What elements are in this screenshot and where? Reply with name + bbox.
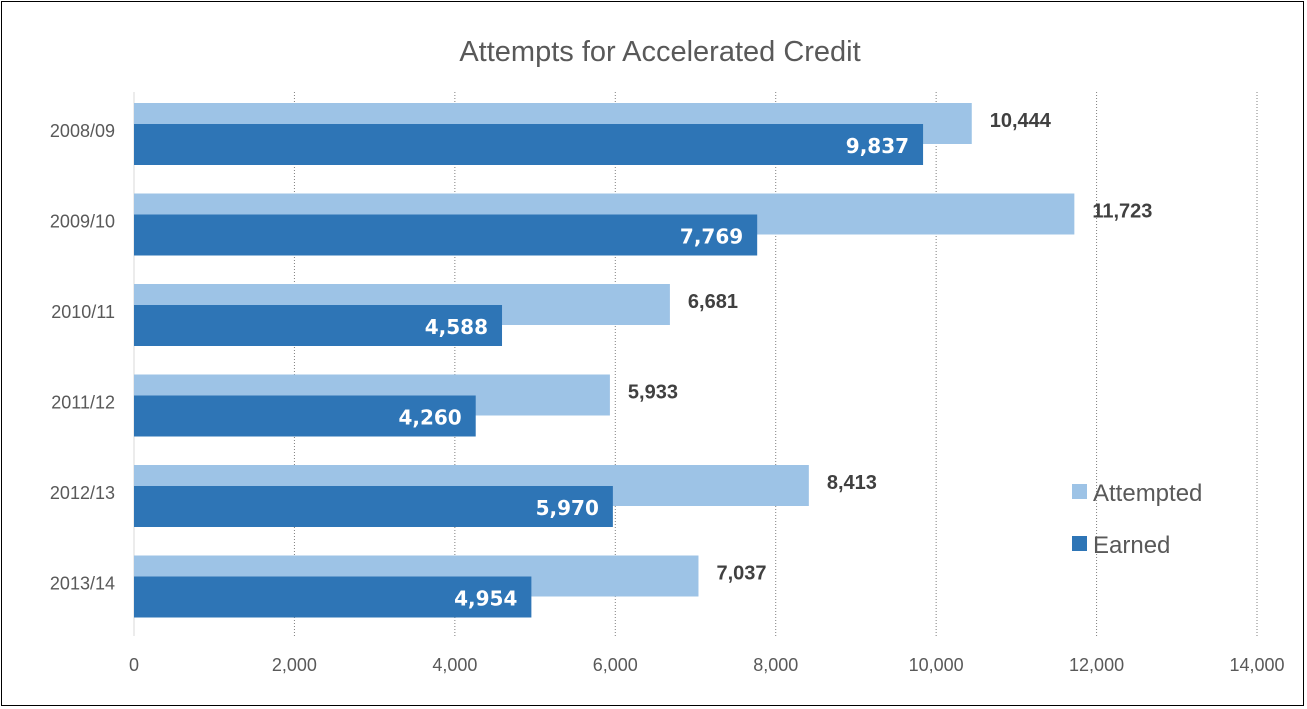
- data-label-earned: 4,954: [454, 587, 517, 611]
- bar-earned: [134, 305, 503, 346]
- data-label-earned: 5,970: [536, 496, 599, 520]
- x-tick-label: 6,000: [593, 655, 638, 675]
- legend-entry: Earned: [1093, 532, 1170, 559]
- x-tick-label: 14,000: [1229, 655, 1284, 675]
- category-labels: 2008/09 2009/10 2010/11 2011/12 2012/13 2013/…: [50, 121, 115, 594]
- gridlines: [133, 92, 1258, 636]
- data-label-attempted: 5,933: [628, 382, 678, 404]
- x-tick-label: 0: [129, 655, 139, 675]
- bar-earned: [134, 214, 758, 256]
- data-label-attempted: 7,037: [716, 563, 766, 585]
- x-tick-label: 12,000: [1069, 655, 1124, 675]
- bar-earned: [134, 124, 924, 165]
- category-label: 2012/13: [50, 483, 115, 503]
- legend-entry: Attempted: [1093, 480, 1202, 507]
- x-tick-label: 4,000: [432, 655, 477, 675]
- x-tick-label: 10,000: [909, 655, 964, 675]
- bar-earned: [134, 576, 532, 618]
- x-tick-label: 2,000: [272, 655, 317, 675]
- category-label: 2013/14: [50, 574, 115, 594]
- legend-swatch: [1072, 484, 1087, 499]
- category-label: 2009/10: [50, 212, 115, 232]
- category-label: 2011/12: [51, 393, 115, 413]
- data-label-attempted: 8,413: [827, 472, 877, 494]
- data-label-earned: 4,588: [425, 315, 488, 339]
- x-tick-labels: 0 2,000 4,000 6,000 8,000 10,000 12,000 14,000: [129, 655, 1285, 675]
- data-label-earned: 7,769: [680, 225, 743, 249]
- x-tick-label: 8,000: [753, 655, 798, 675]
- category-label: 2008/09: [50, 121, 115, 141]
- legend-swatch: [1072, 536, 1087, 551]
- data-label-attempted: 10,444: [990, 110, 1052, 132]
- legend: Attempted Earned: [1072, 480, 1202, 559]
- bar-earned: [134, 486, 613, 527]
- data-label-attempted: 11,723: [1092, 201, 1152, 223]
- data-label-earned: 4,260: [398, 406, 461, 430]
- bar-earned: [134, 395, 476, 437]
- data-label-attempted: 6,681: [688, 291, 738, 313]
- bars: 10,444 9,837 11,723 7,769 6,681 4,588 5,933 4,2…: [134, 103, 1152, 618]
- data-label-earned: 9,837: [846, 134, 909, 158]
- chart-title: Attempts for Accelerated Credit: [459, 36, 860, 68]
- category-label: 2010/11: [51, 302, 115, 322]
